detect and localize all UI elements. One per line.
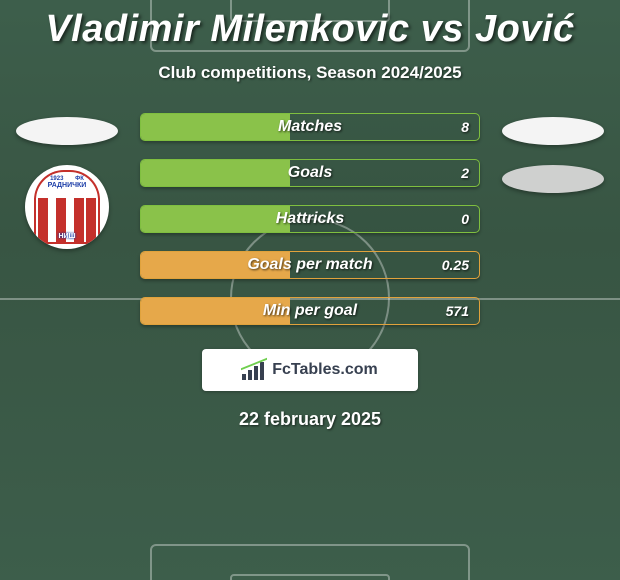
brand-chart-icon (242, 360, 266, 380)
stat-bar-value: 0 (461, 211, 469, 227)
brand-box[interactable]: FcTables.com (202, 349, 418, 391)
stat-bar: Goals per match0.25 (140, 251, 480, 279)
player-left-name-oval (16, 117, 118, 145)
stat-bar-label: Goals (141, 164, 479, 182)
player-left-club-badge: 1923 ФК РАДНИЧКИ НИШ (25, 165, 109, 249)
date-label: 22 february 2025 (0, 409, 620, 430)
badge-city: НИШ (36, 233, 98, 240)
page-title: Vladimir Milenkovic vs Jović (0, 8, 620, 51)
stat-bar-value: 571 (446, 303, 469, 319)
stat-bar-label: Min per goal (141, 302, 479, 320)
badge-year: 1923 (50, 176, 63, 182)
stat-bar-value: 8 (461, 119, 469, 135)
player-right-column (498, 113, 608, 193)
stat-bar-value: 2 (461, 165, 469, 181)
comparison-content: 1923 ФК РАДНИЧКИ НИШ Matches8 Goals2 Hattr… (0, 113, 620, 325)
stat-bar-label: Hattricks (141, 210, 479, 228)
stat-bar-value: 0.25 (442, 257, 469, 273)
stats-bars: Matches8Goals2Hattricks0Goals per match0… (140, 113, 480, 325)
bottom-goal-box (230, 574, 390, 580)
stat-bar: Matches8 (140, 113, 480, 141)
stat-bar-label: Matches (141, 118, 479, 136)
stat-bar: Min per goal571 (140, 297, 480, 325)
stat-bar-label: Goals per match (141, 256, 479, 274)
stat-bar: Hattricks0 (140, 205, 480, 233)
stat-bar: Goals2 (140, 159, 480, 187)
player-left-column: 1923 ФК РАДНИЧКИ НИШ (12, 113, 122, 249)
player-right-club-oval (502, 165, 604, 193)
badge-fk: ФК (75, 176, 84, 182)
page-subtitle: Club competitions, Season 2024/2025 (0, 63, 620, 83)
player-right-name-oval (502, 117, 604, 145)
brand-text: FcTables.com (272, 361, 378, 379)
badge-club: РАДНИЧКИ (48, 182, 87, 189)
